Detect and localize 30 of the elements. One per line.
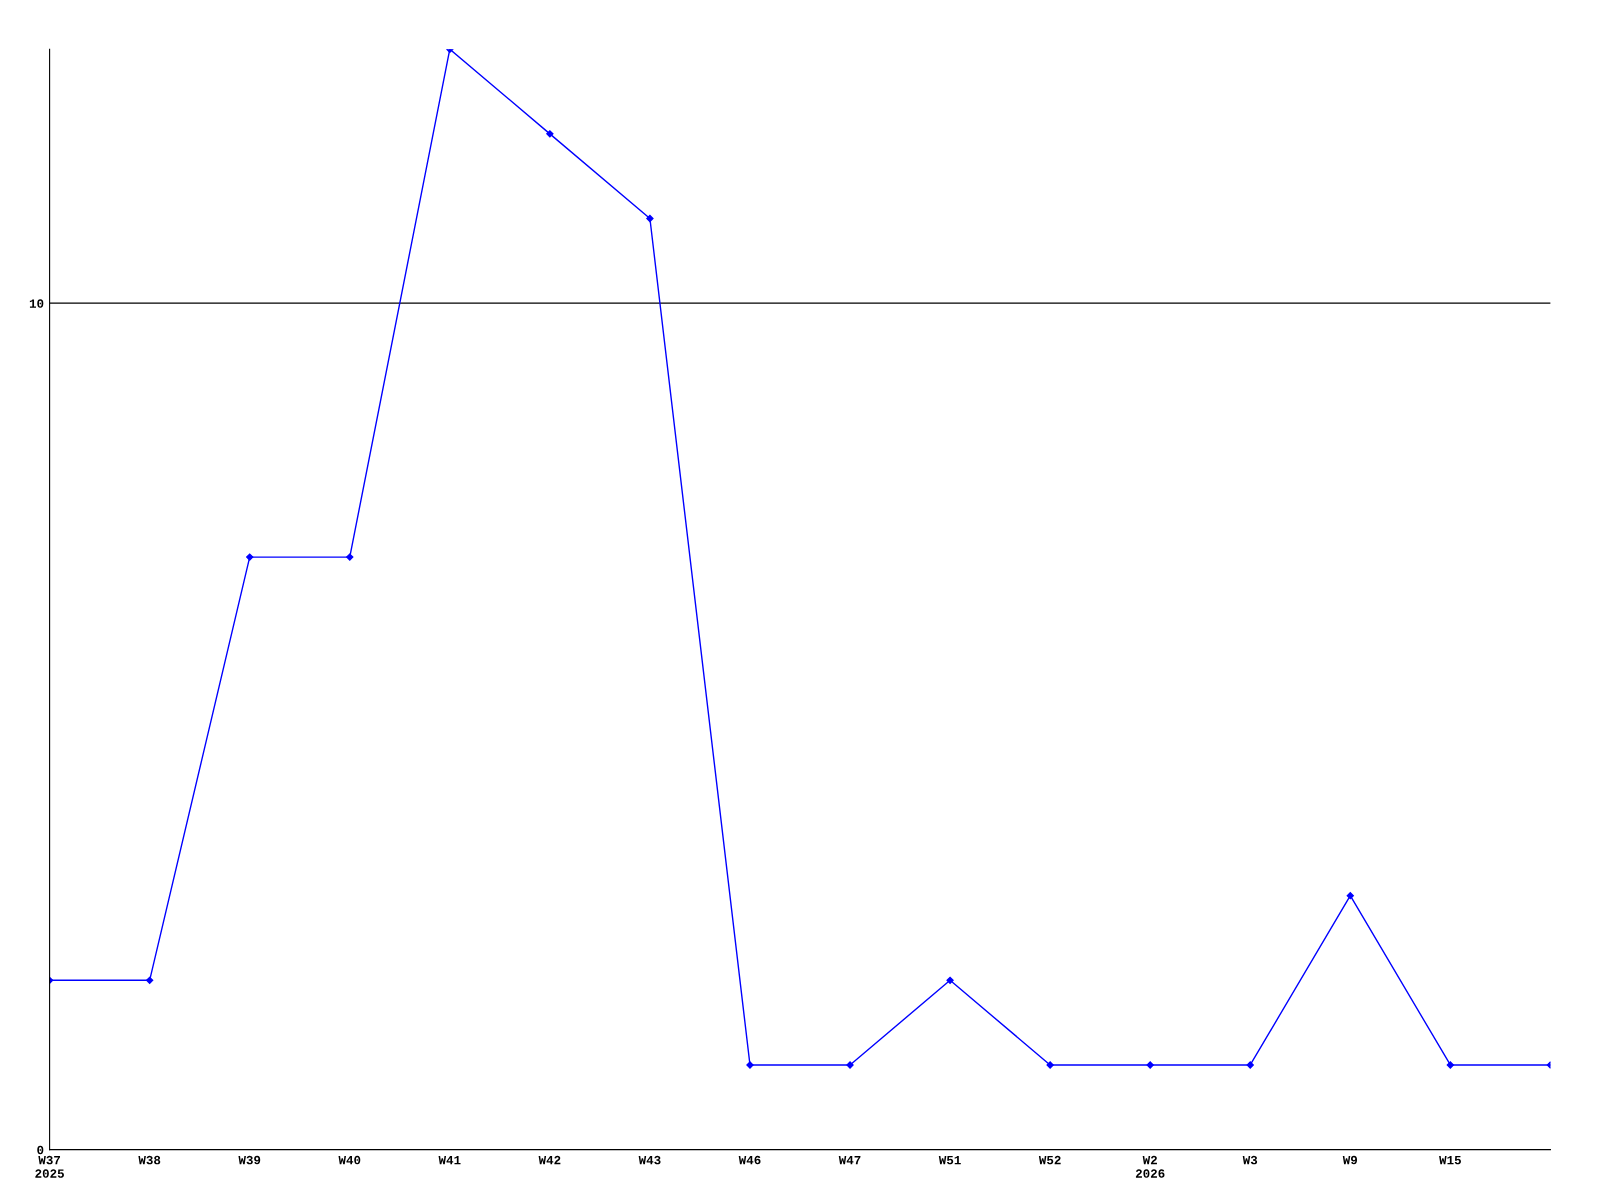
x-tick-label: W38 [138, 1155, 161, 1165]
x-tick-label: W47 [838, 1155, 861, 1165]
y-tick-label: 0 [37, 1145, 44, 1155]
point [1346, 892, 1354, 900]
point [146, 976, 154, 984]
point [346, 553, 354, 561]
x-tick-label: W46 [738, 1155, 761, 1165]
x-tick-label: W41 [438, 1155, 461, 1165]
x-tick-label: W39 [238, 1155, 261, 1165]
point [1046, 1061, 1054, 1069]
x-tick-label: W9 [1342, 1155, 1358, 1165]
point [1246, 1061, 1254, 1069]
x-tick-label: W2 2026 [1135, 1155, 1165, 1178]
x-tick-label: W43 [638, 1155, 661, 1165]
point [746, 1061, 754, 1069]
y-tick-label: 10 [29, 299, 44, 308]
x-tick-label: W15 [1439, 1155, 1461, 1165]
point [846, 1061, 854, 1069]
point [546, 130, 554, 138]
x-tick-label: W52 [1038, 1155, 1061, 1165]
x-tick-label: W51 [938, 1155, 961, 1165]
point [1146, 1061, 1154, 1069]
x-tick-label: W40 [338, 1155, 361, 1165]
point [246, 553, 254, 561]
x-tick-label: W42 [538, 1155, 561, 1165]
x-tick-label: W3 [1242, 1155, 1258, 1165]
x-tick-label: W37 2025 [35, 1155, 64, 1178]
point [1446, 1061, 1454, 1069]
point [946, 976, 954, 984]
point [646, 214, 654, 223]
